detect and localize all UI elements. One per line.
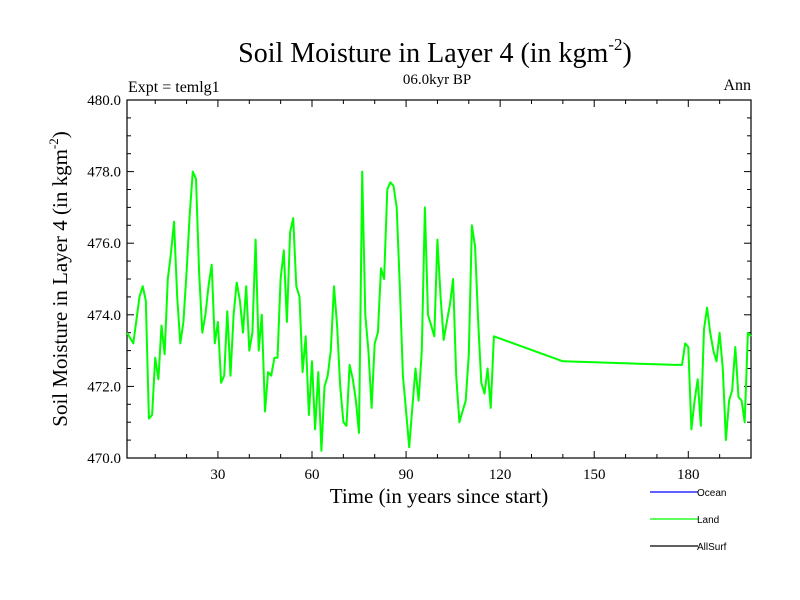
y-tick-label: 472.0 bbox=[87, 379, 121, 395]
x-axis-label: Time (in years since start) bbox=[330, 484, 549, 508]
x-tick-label: 120 bbox=[489, 467, 512, 483]
series-group bbox=[126, 170, 752, 452]
season-label: Ann bbox=[723, 77, 751, 94]
series-line-land bbox=[126, 170, 752, 452]
x-axis: 30 60 90 120 150 180 bbox=[154, 100, 721, 483]
y-axis-label: Soil Moisture in Layer 4 (in kgm-2) bbox=[46, 131, 72, 426]
y-tick-label: 480.0 bbox=[87, 93, 121, 109]
x-tick-label: 30 bbox=[210, 467, 225, 483]
legend-label-allsurf: AllSurf bbox=[697, 542, 727, 553]
legend-label-land: Land bbox=[697, 515, 719, 526]
legend: Ocean Land AllSurf bbox=[650, 488, 727, 553]
y-tick-label: 474.0 bbox=[87, 308, 121, 324]
x-tick-label: 60 bbox=[305, 467, 320, 483]
y-tick-label: 470.0 bbox=[87, 451, 121, 467]
x-tick-label: 90 bbox=[399, 467, 414, 483]
x-tick-label: 180 bbox=[677, 467, 700, 483]
y-tick-label: 478.0 bbox=[87, 165, 121, 181]
y-axis: 470.0 472.0 474.0 476.0 478.0 480.0 bbox=[87, 93, 751, 467]
y-tick-label: 476.0 bbox=[87, 236, 121, 252]
x-tick-label: 150 bbox=[583, 467, 606, 483]
chart-title: Soil Moisture in Layer 4 (in kgm-2) bbox=[238, 35, 632, 69]
experiment-label: Expt = temlg1 bbox=[128, 79, 220, 96]
legend-label-ocean: Ocean bbox=[697, 488, 726, 499]
period-label: 06.0kyr BP bbox=[403, 72, 471, 88]
